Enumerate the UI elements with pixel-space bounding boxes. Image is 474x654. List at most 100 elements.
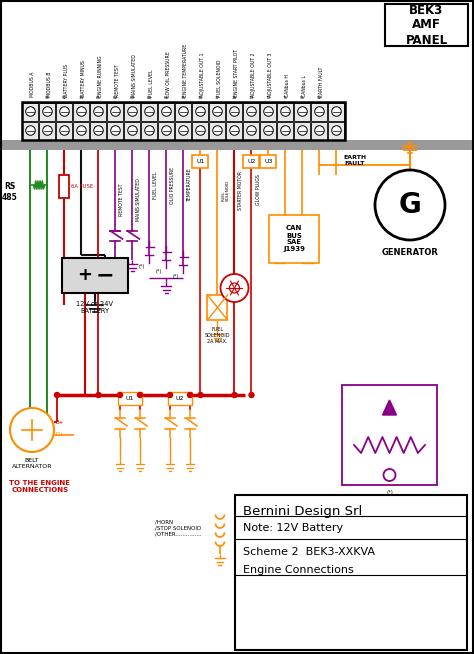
Bar: [210, 122, 226, 139]
Text: Scheme 2  BEK3-XXKVA: Scheme 2 BEK3-XXKVA: [243, 547, 375, 557]
Text: 71: 71: [283, 96, 288, 100]
Text: RS
485: RS 485: [2, 182, 18, 201]
Text: 36: 36: [198, 96, 203, 100]
Bar: [73, 103, 90, 120]
Text: ENGINE RUNNING: ENGINE RUNNING: [99, 56, 103, 97]
Bar: [56, 103, 73, 120]
Text: (*): (*): [173, 274, 179, 279]
Text: ADJUSTABLE OUT 2: ADJUSTABLE OUT 2: [252, 52, 256, 97]
Text: ENGINE TEMPERATURE: ENGINE TEMPERATURE: [183, 44, 189, 97]
Circle shape: [247, 126, 256, 135]
Bar: [22, 102, 345, 140]
Text: 6A FUSE: 6A FUSE: [72, 184, 94, 189]
Circle shape: [213, 126, 222, 135]
Text: TEMPERATURE: TEMPERATURE: [188, 168, 192, 202]
Text: 70: 70: [266, 96, 271, 100]
Text: EARTH FAULT: EARTH FAULT: [319, 67, 325, 97]
Text: S1: S1: [300, 96, 305, 100]
Text: 64: 64: [147, 96, 152, 100]
Bar: [62, 258, 128, 293]
Bar: [56, 122, 73, 139]
Circle shape: [167, 392, 173, 398]
Bar: [73, 122, 90, 139]
Bar: [192, 103, 209, 120]
Bar: [22, 103, 38, 120]
Text: TO THE ENGINE
CONNECTIONS: TO THE ENGINE CONNECTIONS: [9, 480, 71, 493]
Text: (*): (*): [155, 269, 162, 274]
Text: ADJUSTABLE OUT 3: ADJUSTABLE OUT 3: [268, 52, 273, 97]
Text: BEK3
AMF
PANEL: BEK3 AMF PANEL: [405, 3, 447, 46]
Text: 39: 39: [249, 96, 254, 100]
Bar: [142, 103, 157, 120]
Circle shape: [145, 107, 154, 116]
Bar: [328, 122, 345, 139]
Bar: [342, 385, 437, 485]
Bar: [311, 103, 328, 120]
Circle shape: [162, 107, 171, 116]
Bar: [328, 103, 345, 120]
Bar: [311, 122, 328, 139]
Circle shape: [315, 126, 324, 135]
Bar: [60, 175, 70, 198]
Circle shape: [94, 126, 103, 135]
Bar: [294, 103, 310, 120]
Circle shape: [43, 107, 52, 116]
Circle shape: [196, 126, 205, 135]
Text: (*)
Oil Sender
Temperature Sender
Fuel Level Sender: (*) Oil Sender Temperature Sender Fuel L…: [362, 490, 417, 512]
Circle shape: [77, 107, 86, 116]
Text: REMOTE TEST: REMOTE TEST: [116, 65, 120, 97]
Circle shape: [196, 107, 205, 116]
Text: BELT
ALTERNATOR: BELT ALTERNATOR: [12, 458, 52, 469]
Text: FUEL LEVEL: FUEL LEVEL: [149, 69, 155, 97]
Bar: [385, 4, 468, 46]
Bar: [277, 103, 293, 120]
Text: MAINS SIMULATED: MAINS SIMULATED: [137, 179, 142, 222]
Circle shape: [179, 126, 188, 135]
Circle shape: [111, 107, 120, 116]
Text: ENGINE START PILOT: ENGINE START PILOT: [235, 49, 239, 97]
Bar: [227, 122, 243, 139]
Circle shape: [10, 408, 54, 452]
Circle shape: [281, 107, 290, 116]
Text: 52: 52: [62, 96, 67, 100]
Text: Engine Connections: Engine Connections: [243, 565, 354, 575]
Text: FUEL
SOLENOID: FUEL SOLENOID: [221, 179, 230, 201]
Text: FUEL SOLENOID: FUEL SOLENOID: [218, 60, 222, 97]
Text: 37: 37: [215, 96, 220, 100]
Text: 12V or 24V
BATTERY: 12V or 24V BATTERY: [76, 301, 113, 314]
Circle shape: [383, 469, 395, 481]
Circle shape: [128, 107, 137, 116]
Circle shape: [232, 392, 237, 398]
Circle shape: [213, 107, 222, 116]
Bar: [175, 103, 191, 120]
Bar: [261, 103, 276, 120]
Text: U2: U2: [247, 159, 256, 164]
Text: OLIO PRESSURE: OLIO PRESSURE: [171, 166, 175, 203]
Circle shape: [249, 392, 254, 398]
Text: U2: U2: [176, 396, 184, 402]
Circle shape: [96, 392, 101, 398]
Text: D+: D+: [56, 432, 65, 438]
Bar: [227, 103, 243, 120]
Circle shape: [315, 107, 324, 116]
Circle shape: [118, 392, 122, 398]
Text: LOW OIL PRESSURE: LOW OIL PRESSURE: [166, 51, 172, 97]
Circle shape: [332, 126, 341, 135]
Circle shape: [128, 126, 137, 135]
Text: MAINS SIMULATED: MAINS SIMULATED: [133, 54, 137, 97]
Circle shape: [60, 126, 69, 135]
Circle shape: [162, 126, 171, 135]
Circle shape: [26, 107, 35, 116]
Text: U3: U3: [264, 159, 273, 164]
Circle shape: [94, 107, 103, 116]
Text: 66: 66: [164, 96, 169, 100]
Bar: [0, 140, 474, 150]
Circle shape: [264, 126, 273, 135]
Bar: [125, 122, 140, 139]
Circle shape: [230, 107, 239, 116]
Bar: [244, 122, 259, 139]
Text: BATTERY MINUS: BATTERY MINUS: [82, 60, 86, 97]
Text: CANbus L: CANbus L: [302, 75, 308, 97]
Bar: [125, 103, 140, 120]
Bar: [269, 215, 319, 263]
